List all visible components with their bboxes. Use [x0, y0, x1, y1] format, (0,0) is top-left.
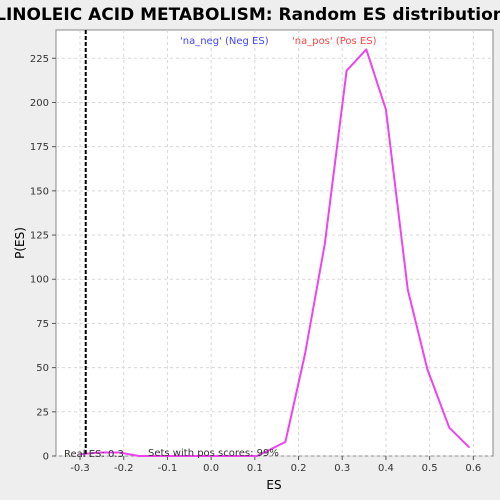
data-point — [284, 441, 287, 443]
y-tick-label: 125 — [30, 231, 49, 242]
data-point — [138, 455, 140, 457]
data-point — [236, 455, 239, 457]
x-tick-label: 0.0 — [203, 463, 219, 474]
data-point — [406, 289, 409, 291]
data-point — [177, 455, 180, 457]
data-point — [118, 451, 121, 454]
data-point — [79, 453, 81, 456]
data-point — [323, 243, 326, 245]
y-tick-label: 75 — [36, 319, 49, 330]
legend-neg: 'na_neg' (Neg ES) — [180, 36, 269, 47]
y-tick-label: 25 — [36, 407, 49, 418]
x-tick-label: 0.1 — [247, 463, 263, 474]
y-tick-label: 150 — [30, 186, 49, 197]
x-tick-label: -0.2 — [114, 463, 134, 474]
x-axis-label: ES — [266, 478, 281, 492]
data-point — [448, 426, 451, 429]
x-tick-label: -0.3 — [70, 463, 90, 474]
y-tick-label: 200 — [30, 98, 49, 109]
x-tick-label: 0.2 — [291, 463, 307, 474]
x-tick-label: 0.3 — [334, 463, 350, 474]
y-axis-ticks: 0 25 50 75 100 125 150 175 200 225 — [30, 54, 56, 463]
y-tick-label: 50 — [36, 363, 49, 374]
real-es-label: Real ES: 0.3 — [64, 449, 124, 460]
data-point — [365, 48, 368, 51]
data-point — [304, 352, 306, 355]
plot-area — [55, 29, 494, 457]
pos-scores-annotation: Sets with pos scores: 99% — [148, 448, 279, 459]
x-tick-label: 0.6 — [465, 463, 481, 474]
chart-title: LINOLEIC ACID METABOLISM: Random ES dist… — [0, 5, 500, 25]
series-layer — [79, 48, 470, 457]
y-axis-label: P(ES) — [13, 227, 27, 259]
data-point — [216, 455, 219, 457]
data-point — [157, 455, 160, 457]
data-point — [197, 455, 199, 457]
data-point — [468, 446, 470, 448]
grid-lines — [56, 30, 493, 457]
y-tick-label: 225 — [30, 54, 49, 65]
y-tick-label: 0 — [43, 452, 49, 463]
x-axis-ticks: -0.3 -0.2 -0.1 0.0 0.1 0.2 0.3 0.4 0.5 0.6 — [70, 456, 481, 474]
x-tick-label: 0.4 — [378, 463, 394, 474]
data-point — [267, 449, 269, 452]
data-point — [98, 451, 101, 454]
data-point — [385, 108, 387, 111]
x-tick-label: 0.5 — [422, 463, 438, 474]
data-point — [256, 455, 258, 457]
y-tick-label: 175 — [30, 142, 49, 153]
y-tick-label: 100 — [30, 275, 49, 286]
data-point — [345, 69, 348, 72]
legend-pos: 'na_pos' (Pos ES) — [292, 36, 377, 47]
x-tick-label: -0.1 — [158, 463, 178, 474]
data-point — [426, 368, 429, 371]
